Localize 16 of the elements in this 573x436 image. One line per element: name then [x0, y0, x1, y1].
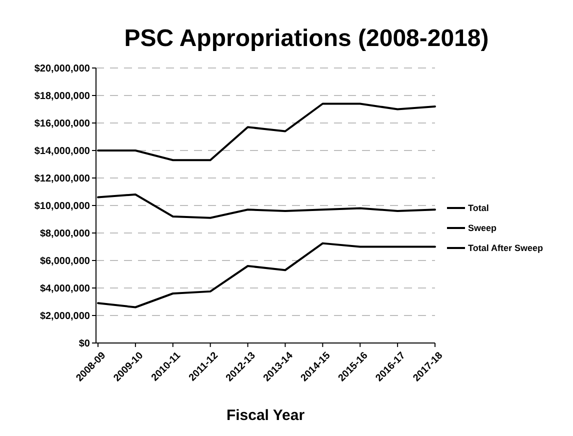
y-tick-label: $4,000,000	[40, 284, 90, 294]
y-tick-label: $14,000,000	[34, 146, 90, 157]
y-tick-label: $16,000,000	[34, 118, 90, 130]
legend-label: Total	[468, 203, 489, 214]
y-tick-label: $8,000,000	[40, 228, 90, 240]
y-tick-label: $20,000,000	[34, 64, 90, 74]
legend-label: Sweep	[468, 223, 498, 234]
legend-label: Total After Sweep	[468, 243, 544, 254]
y-tick-label: $10,000,000	[34, 201, 90, 212]
y-tick-label: $6,000,000	[40, 256, 90, 267]
x-axis-title: Fiscal Year	[226, 407, 305, 424]
y-tick-label: $2,000,000	[40, 311, 90, 322]
y-tick-label: $12,000,000	[34, 174, 90, 184]
y-tick-label: $18,000,000	[34, 91, 90, 102]
y-tick-label: $0	[78, 338, 90, 350]
chart-title: PSC Appropriations (2008-2018)	[124, 25, 489, 52]
